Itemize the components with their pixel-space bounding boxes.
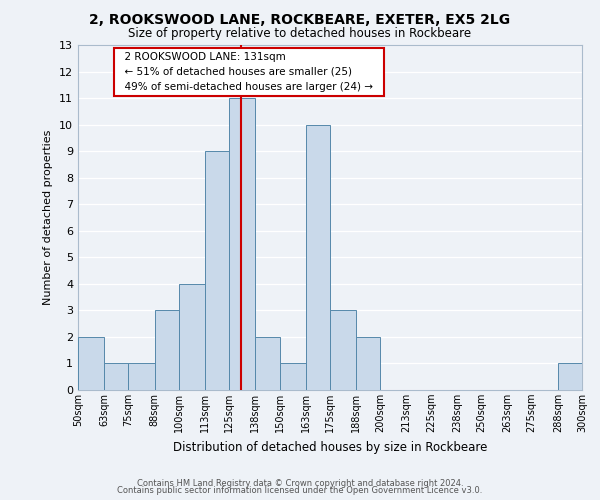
Text: Size of property relative to detached houses in Rockbeare: Size of property relative to detached ho… [128,28,472,40]
Text: 2 ROOKSWOOD LANE: 131sqm
  ← 51% of detached houses are smaller (25)
  49% of se: 2 ROOKSWOOD LANE: 131sqm ← 51% of detach… [118,52,380,92]
Bar [229,98,256,390]
Bar [280,364,306,390]
Bar [155,310,179,390]
Bar [256,337,280,390]
Bar [78,337,104,390]
X-axis label: Distribution of detached houses by size in Rockbeare: Distribution of detached houses by size … [173,440,487,454]
Bar [306,124,330,390]
Bar [558,364,582,390]
Bar [205,151,229,390]
Bar [128,364,155,390]
Text: Contains HM Land Registry data © Crown copyright and database right 2024.: Contains HM Land Registry data © Crown c… [137,478,463,488]
Bar [356,337,380,390]
Bar [330,310,356,390]
Text: 2, ROOKSWOOD LANE, ROCKBEARE, EXETER, EX5 2LG: 2, ROOKSWOOD LANE, ROCKBEARE, EXETER, EX… [89,12,511,26]
Bar [179,284,205,390]
Text: Contains public sector information licensed under the Open Government Licence v3: Contains public sector information licen… [118,486,482,495]
Y-axis label: Number of detached properties: Number of detached properties [43,130,53,305]
Bar [104,364,128,390]
